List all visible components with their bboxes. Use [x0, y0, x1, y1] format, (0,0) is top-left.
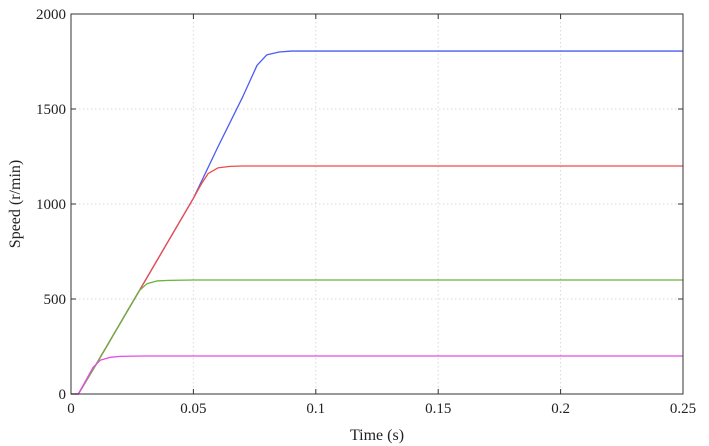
series-line-1 [71, 50, 683, 395]
y-axis-label: Speed (r/min) [7, 160, 24, 248]
x-axis-label: Time (s) [350, 427, 404, 444]
series-line-3 [71, 279, 683, 395]
x-tick-label: 0 [67, 401, 75, 417]
x-tick-label: 0.05 [180, 401, 206, 417]
x-tick-label: 0.15 [425, 401, 451, 417]
y-tick-label: 2000 [36, 7, 66, 23]
x-tick-label: 0.1 [306, 401, 325, 417]
x-tick-label: 0.25 [670, 401, 696, 417]
x-tick-label: 0.2 [551, 401, 570, 417]
series-line-4 [71, 355, 683, 395]
y-tick-label: 500 [44, 292, 67, 308]
y-tick-label: 0 [59, 387, 67, 403]
grid [71, 14, 683, 394]
y-tick-label: 1500 [36, 102, 66, 118]
y-tick-label: 1000 [36, 197, 66, 213]
series-lines [71, 50, 683, 395]
axis-ticks: 0 0.05 0.1 0.15 0.2 0.25 0 500 1000 1500 2000 [36, 7, 696, 417]
